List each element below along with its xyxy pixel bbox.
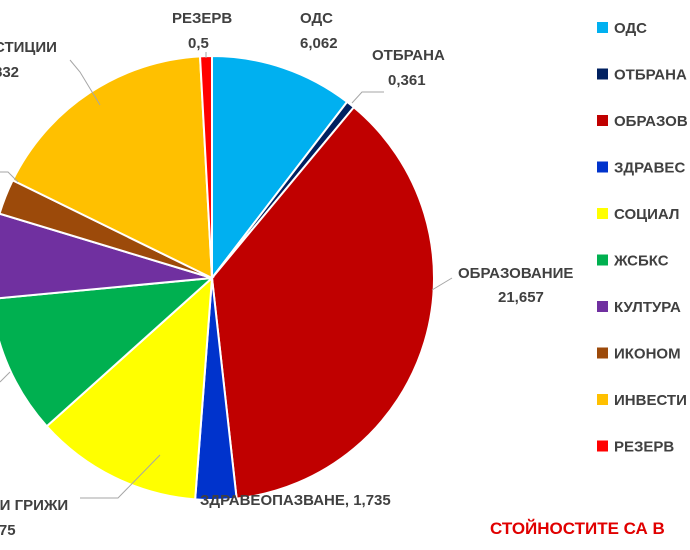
pie-slice: [0, 276, 215, 428]
leader-line: [69, 59, 101, 106]
pie-slices: [0, 54, 435, 501]
legend-swatch: [597, 161, 608, 173]
legend-swatch: [597, 301, 608, 312]
data-label-value: 0,361: [388, 72, 426, 89]
data-label-category: ОТБРАНА: [372, 47, 445, 64]
legend-entry: ЗДРАВЕС: [614, 160, 685, 177]
data-label-category: СТИЦИИ: [0, 39, 57, 56]
legend-swatch: [597, 440, 608, 452]
legend-entry: ЖСБКС: [613, 253, 669, 270]
data-labels: ОДС 6,062 ОТБРАНА 0,361 ОБРАЗОВАНИЕ 21,657 ЗДР…: [0, 10, 573, 539]
legend-swatch: [597, 394, 608, 405]
data-label-category: ОДС: [300, 10, 333, 27]
legend-entry: ИКОНОМ: [614, 346, 681, 363]
data-label-value: 832: [0, 64, 19, 81]
legend-swatch: [597, 115, 608, 126]
chart-note: СТОЙНОСТИТЕ СА В: [490, 519, 665, 538]
legend-entry: ОДС: [614, 20, 647, 37]
pie-slice: [11, 55, 214, 280]
pie-slice: [0, 212, 213, 300]
legend-entry: КУЛТУРА: [614, 299, 681, 316]
legend-entry: ОТБРАНА: [614, 67, 687, 84]
data-label-value: 6,062: [300, 35, 338, 52]
legend-swatch: [597, 208, 608, 219]
legend-entry: СОЦИАЛ: [614, 206, 679, 223]
leader-line: [0, 171, 19, 183]
leader-line: [431, 277, 453, 291]
legend: ОДС ОТБРАНА ОБРАЗОВ ЗДРАВЕС СОЦИАЛ ЖСБКС КУЛТУ…: [597, 20, 688, 456]
legend-swatch: [597, 254, 608, 266]
data-label-value: 21,657: [498, 289, 544, 306]
data-label-category: ОБРАЗОВАНИЕ: [458, 265, 573, 282]
pie-slice: [210, 105, 435, 500]
legend-swatch: [597, 68, 608, 80]
data-label-category: ПНИ ГРИЖИ: [0, 497, 68, 514]
legend-entry: ИНВЕСТИ: [614, 392, 687, 409]
leader-line: [351, 91, 384, 104]
leader-lines: [0, 52, 453, 499]
legend-entry: ОБРАЗОВ: [614, 113, 688, 130]
legend-swatch: [597, 22, 608, 33]
pie-slice: [45, 275, 214, 501]
data-label-category: РЕЗЕРВ: [172, 10, 232, 27]
pie-slice: [211, 54, 349, 281]
data-label: ЗДРАВЕОПАЗВАНЕ, 1,735: [200, 492, 391, 509]
data-label-value: 0,5: [188, 35, 209, 52]
legend-swatch: [597, 347, 608, 359]
leader-line: [80, 454, 161, 499]
legend-entry: РЕЗЕРВ: [614, 439, 674, 456]
data-label-value: 7,075: [0, 522, 16, 539]
leader-line: [0, 371, 11, 383]
